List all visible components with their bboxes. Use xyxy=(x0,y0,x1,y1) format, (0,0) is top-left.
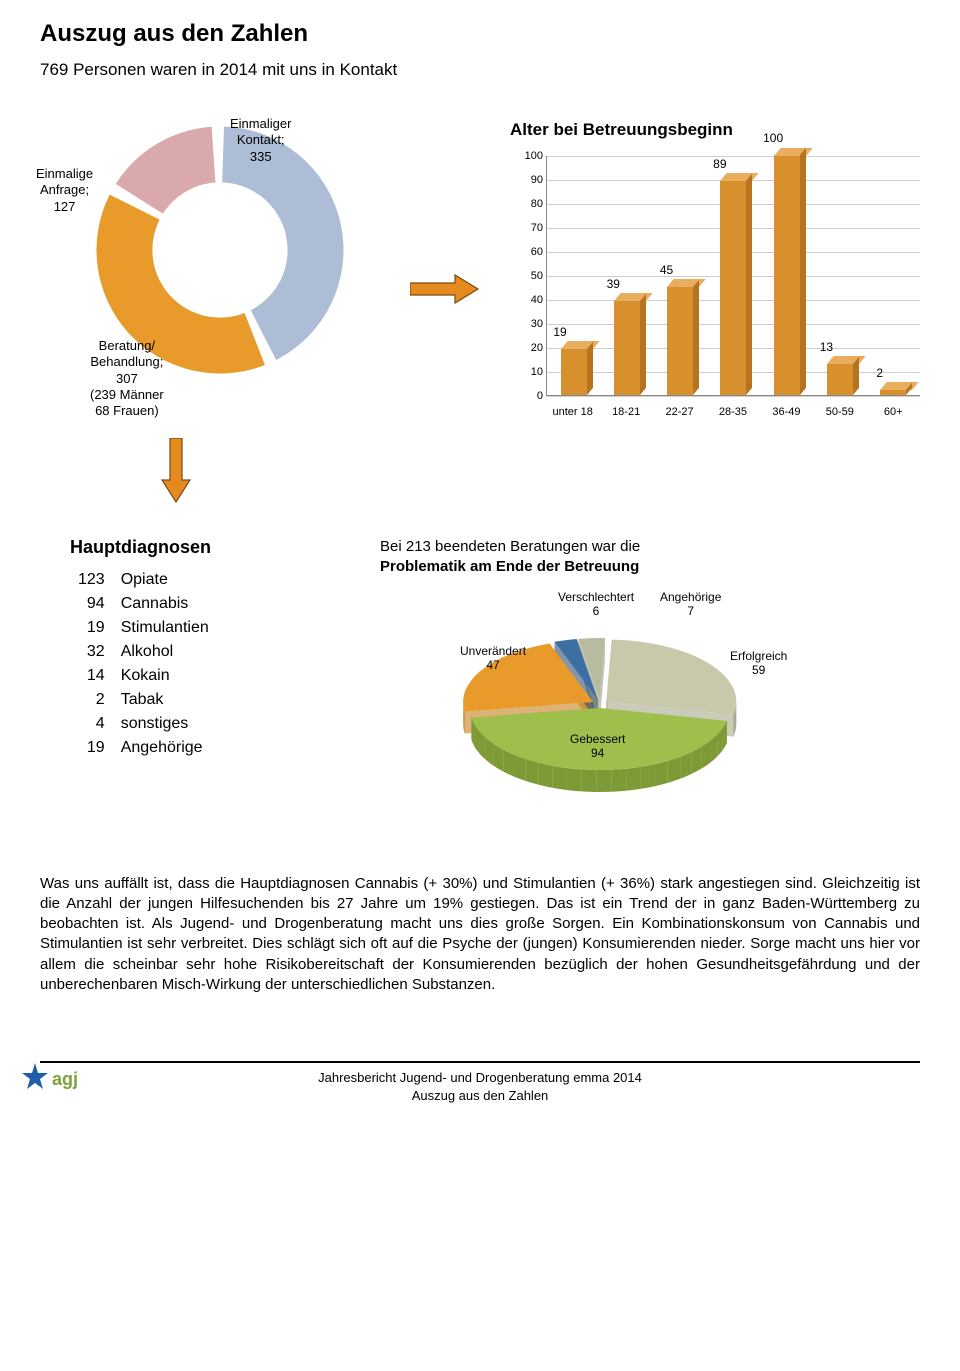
bar-value-label: 89 xyxy=(700,157,740,171)
pie-label-gebessert: Gebessert94 xyxy=(570,732,625,761)
table-row: 19Angehörige xyxy=(70,736,217,760)
bar-ytick: 10 xyxy=(513,366,543,378)
bar-xlabel: 50-59 xyxy=(813,402,866,418)
pie-label-erfolgreich: Erfolgreich59 xyxy=(730,649,787,678)
bar-xlabel: 28-35 xyxy=(706,402,759,418)
row-diagnoses-pie: Hauptdiagnosen 123Opiate94Cannabis19Stim… xyxy=(40,537,920,824)
bar-xlabel: unter 18 xyxy=(546,402,599,418)
bar-ytick: 40 xyxy=(513,294,543,306)
table-row: 19Stimulantien xyxy=(70,616,217,640)
bar: 19 xyxy=(547,156,600,395)
bar-ytick: 100 xyxy=(513,150,543,162)
bar-value-label: 45 xyxy=(647,263,687,277)
arrow-down-icon xyxy=(160,438,920,507)
bar-chart-title: Alter bei Betreuungsbeginn xyxy=(510,120,920,140)
diagnoses-heading: Hauptdiagnosen xyxy=(70,537,340,558)
bar-ytick: 30 xyxy=(513,318,543,330)
bar-value-label: 39 xyxy=(593,277,633,291)
bar: 89 xyxy=(707,156,760,395)
donut-label-anfrage: Einmalige Anfrage; 127 xyxy=(36,166,93,215)
bar-chart: Alter bei Betreuungsbeginn 0 10 20 30 40 50 60… xyxy=(510,120,920,418)
bar: 100 xyxy=(760,156,813,395)
pie-chart: Bei 213 beendeten Beratungen war die Pro… xyxy=(380,537,920,824)
bar-ytick: 70 xyxy=(513,222,543,234)
pie-slice xyxy=(606,639,736,714)
bar: 13 xyxy=(813,156,866,395)
body-text: Was uns auffällt ist, dass die Hauptdiag… xyxy=(40,874,920,996)
page-title: Auszug aus den Zahlen xyxy=(40,20,920,48)
bar-xlabel: 22-27 xyxy=(653,402,706,418)
donut-slice xyxy=(116,127,216,214)
table-row: 32Alkohol xyxy=(70,640,217,664)
bar-ytick: 0 xyxy=(513,390,543,402)
table-row: 2Tabak xyxy=(70,688,217,712)
bar-ytick: 20 xyxy=(513,342,543,354)
bar-xlabel: 36-49 xyxy=(760,402,813,418)
bar-ytick: 60 xyxy=(513,246,543,258)
pie-label-verschlechtert: Verschlechtert6 xyxy=(558,590,634,619)
page-footer: agj Jahresbericht Jugend- und Drogenbera… xyxy=(40,1055,920,1104)
pie-label-angehoerige: Angehörige7 xyxy=(660,590,721,619)
row-charts: Einmalige Anfrage; 127 Einmaliger Kontak… xyxy=(40,120,920,418)
bar: 39 xyxy=(600,156,653,395)
bar-xlabel: 60+ xyxy=(867,402,920,418)
bar-value-label: 19 xyxy=(540,325,580,339)
footer-logo-icon: agj xyxy=(20,1061,90,1100)
table-row: 123Opiate xyxy=(70,568,217,592)
arrow-icon xyxy=(410,160,480,418)
subtitle-text: 769 Personen waren in 2014 mit uns in Ko… xyxy=(40,60,920,80)
bar-value-label: 13 xyxy=(806,340,846,354)
pie-label-unveraendert: Unverändert47 xyxy=(460,644,526,673)
bar-ytick: 50 xyxy=(513,270,543,282)
bar-ytick: 80 xyxy=(513,198,543,210)
donut-label-beratung: Beratung/ Behandlung; 307 (239 Männer 68… xyxy=(90,338,164,419)
donut-chart: Einmalige Anfrage; 127 Einmaliger Kontak… xyxy=(40,120,380,410)
donut-label-kontakt: Einmaliger Kontakt; 335 xyxy=(230,116,291,165)
footer-line2: Auszug aus den Zahlen xyxy=(412,1088,549,1103)
table-row: 14Kokain xyxy=(70,664,217,688)
table-row: 4sonstiges xyxy=(70,712,217,736)
bar-value-label: 100 xyxy=(753,131,793,145)
diagnoses-list: Hauptdiagnosen 123Opiate94Cannabis19Stim… xyxy=(40,537,340,824)
svg-text:agj: agj xyxy=(52,1069,78,1089)
footer-line1: Jahresbericht Jugend- und Drogenberatung… xyxy=(318,1070,642,1085)
table-row: 94Cannabis xyxy=(70,592,217,616)
bar-value-label: 2 xyxy=(860,366,900,380)
bar: 45 xyxy=(654,156,707,395)
bar-xlabel: 18-21 xyxy=(599,402,652,418)
bar: 2 xyxy=(867,156,920,395)
bar-ytick: 90 xyxy=(513,174,543,186)
pie-caption: Bei 213 beendeten Beratungen war die Pro… xyxy=(380,537,920,578)
